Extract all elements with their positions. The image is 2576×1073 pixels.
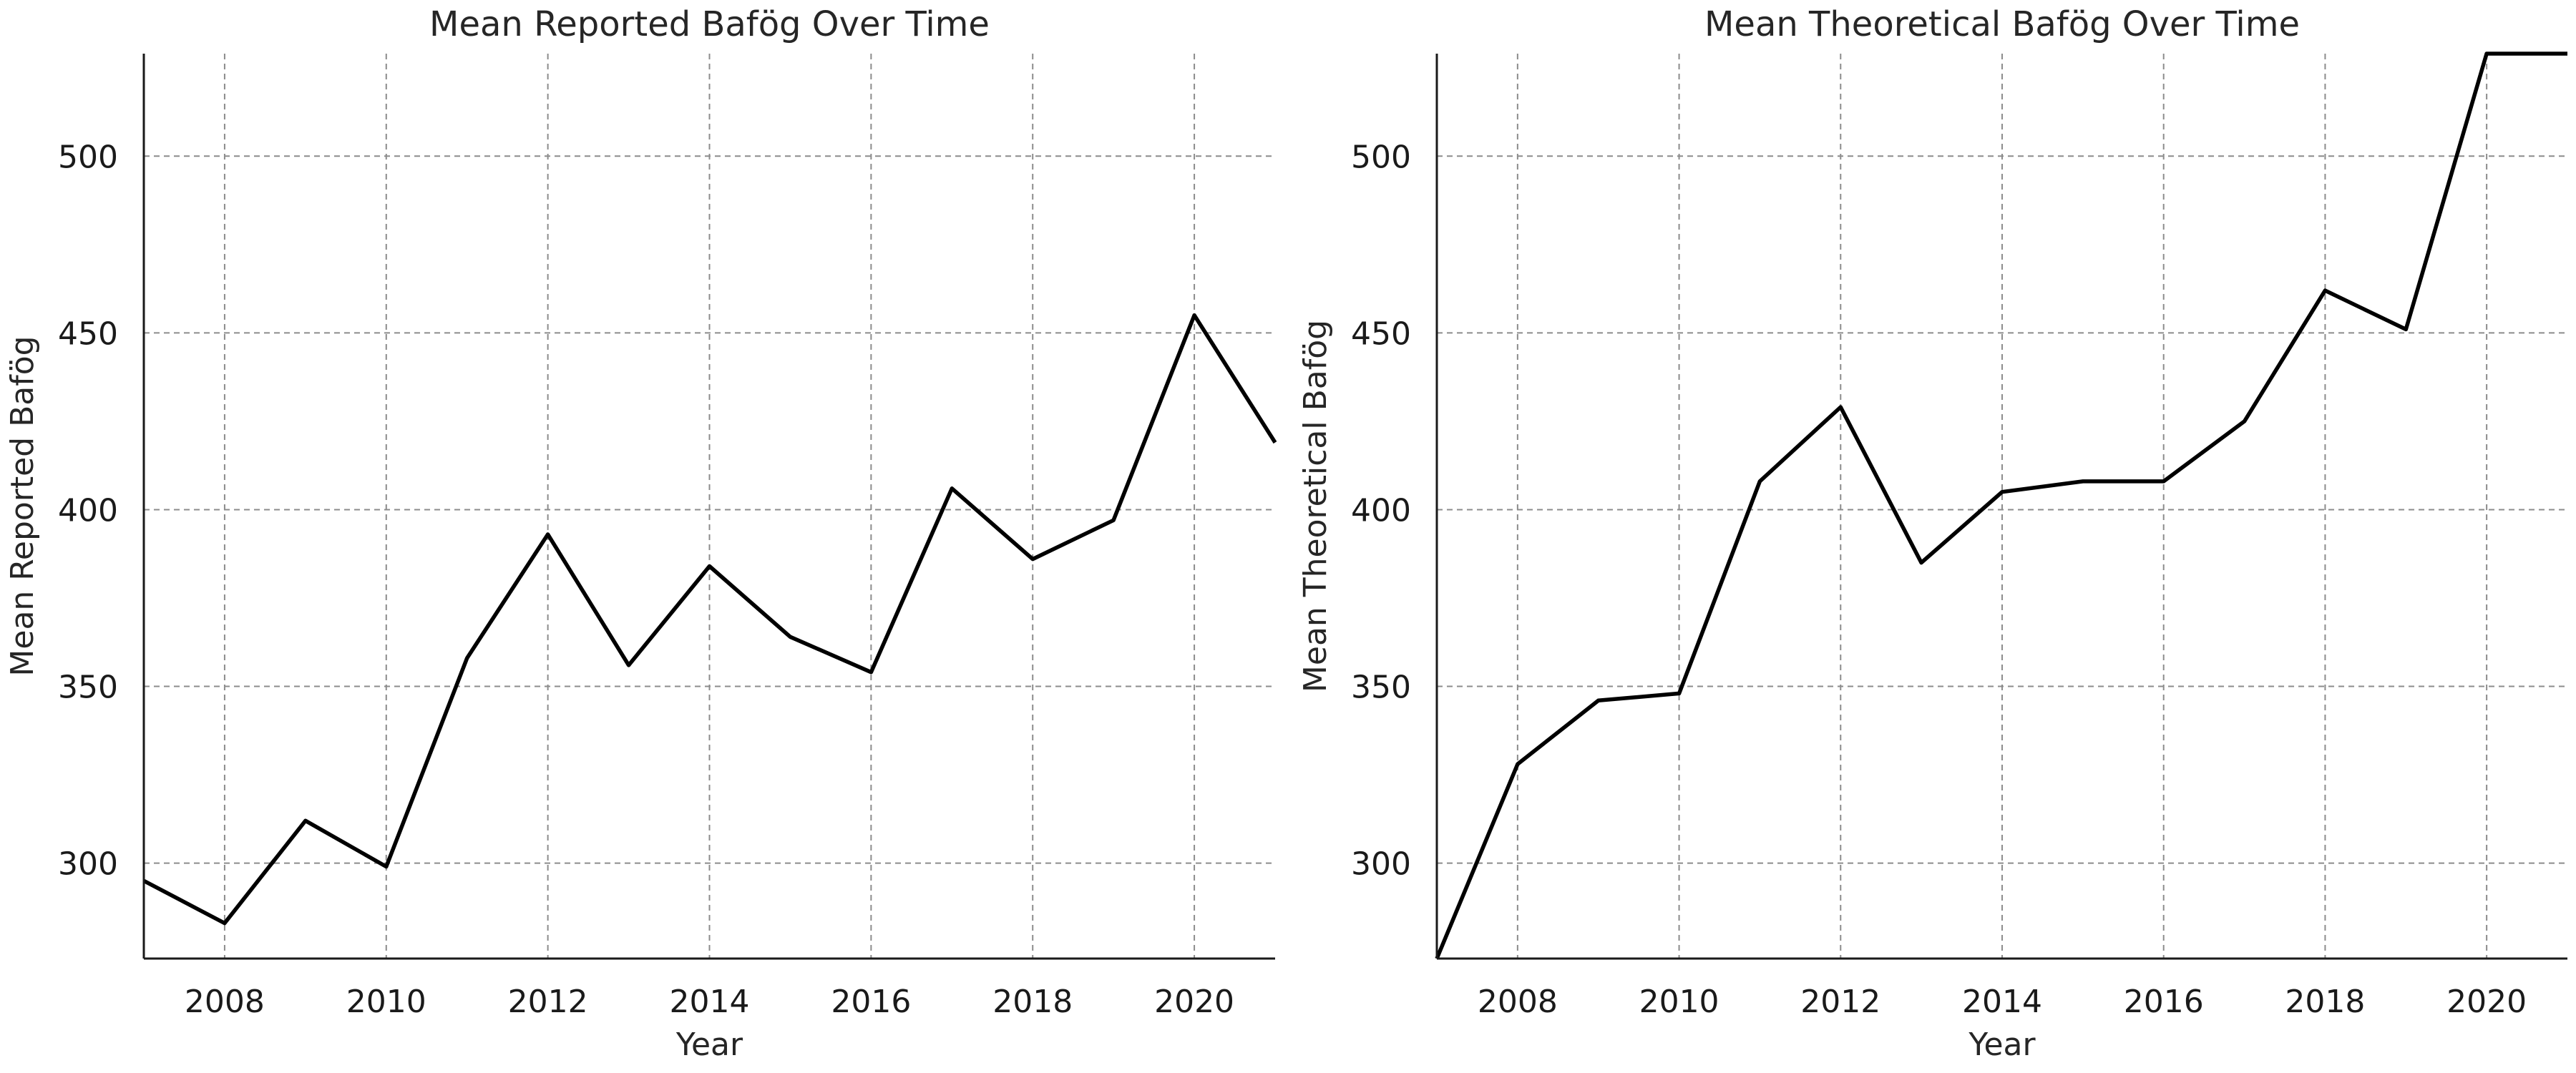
x-axis-label: Year: [675, 1027, 743, 1063]
gridlines: [144, 54, 1275, 959]
x-axis-label: Year: [1968, 1027, 2036, 1063]
y-tick-label: 300: [1351, 846, 1411, 883]
x-tick-label: 2010: [1639, 984, 1719, 1020]
y-tick-label: 450: [58, 315, 118, 352]
x-tick-label: 2012: [508, 984, 588, 1020]
x-tick-label: 2016: [831, 984, 911, 1020]
x-tick-label: 2008: [185, 984, 265, 1020]
y-axis-label: Mean Reported Bafög: [4, 335, 41, 676]
x-tick-label: 2016: [2124, 984, 2204, 1020]
theoretical-bafog-chart: Mean Theoretical Bafög Over Time 2008 201…: [1297, 4, 2567, 1063]
y-tick-label: 500: [58, 139, 118, 175]
y-tick-label: 500: [1351, 139, 1411, 175]
y-axis-label: Mean Theoretical Bafög: [1297, 320, 1334, 692]
chart-title: Mean Reported Bafög Over Time: [429, 4, 990, 44]
y-tick-label: 350: [58, 670, 118, 706]
y-tick-label: 350: [1351, 670, 1411, 706]
series-line: [1435, 52, 2567, 960]
series-line: [142, 313, 1277, 926]
y-tick-label: 400: [1351, 492, 1411, 529]
x-tick-label: 2008: [1478, 984, 1558, 1020]
x-tick-label: 2018: [992, 984, 1073, 1020]
gridlines: [1437, 54, 2567, 959]
x-tick-label: 2014: [1962, 984, 2042, 1020]
x-tick-label: 2012: [1800, 984, 1880, 1020]
x-tick-labels: 2008 2010 2012 2014 2016 2018 2020: [1478, 984, 2527, 1020]
y-tick-label: 400: [58, 492, 118, 529]
x-tick-labels: 2008 2010 2012 2014 2016 2018 2020: [185, 984, 1234, 1020]
y-tick-label: 450: [1351, 315, 1411, 352]
x-tick-label: 2020: [1154, 984, 1234, 1020]
y-tick-labels: 300 350 400 450 500: [58, 139, 118, 882]
y-tick-label: 300: [58, 846, 118, 883]
x-tick-label: 2018: [2285, 984, 2365, 1020]
x-tick-label: 2014: [670, 984, 750, 1020]
reported-bafog-chart: Mean Reported Bafög Over Time 2008 2010 20…: [4, 4, 1277, 1063]
chart-title: Mean Theoretical Bafög Over Time: [1704, 4, 2300, 44]
x-tick-label: 2020: [2446, 984, 2527, 1020]
x-tick-label: 2010: [346, 984, 426, 1020]
y-tick-labels: 300 350 400 450 500: [1351, 139, 1411, 882]
